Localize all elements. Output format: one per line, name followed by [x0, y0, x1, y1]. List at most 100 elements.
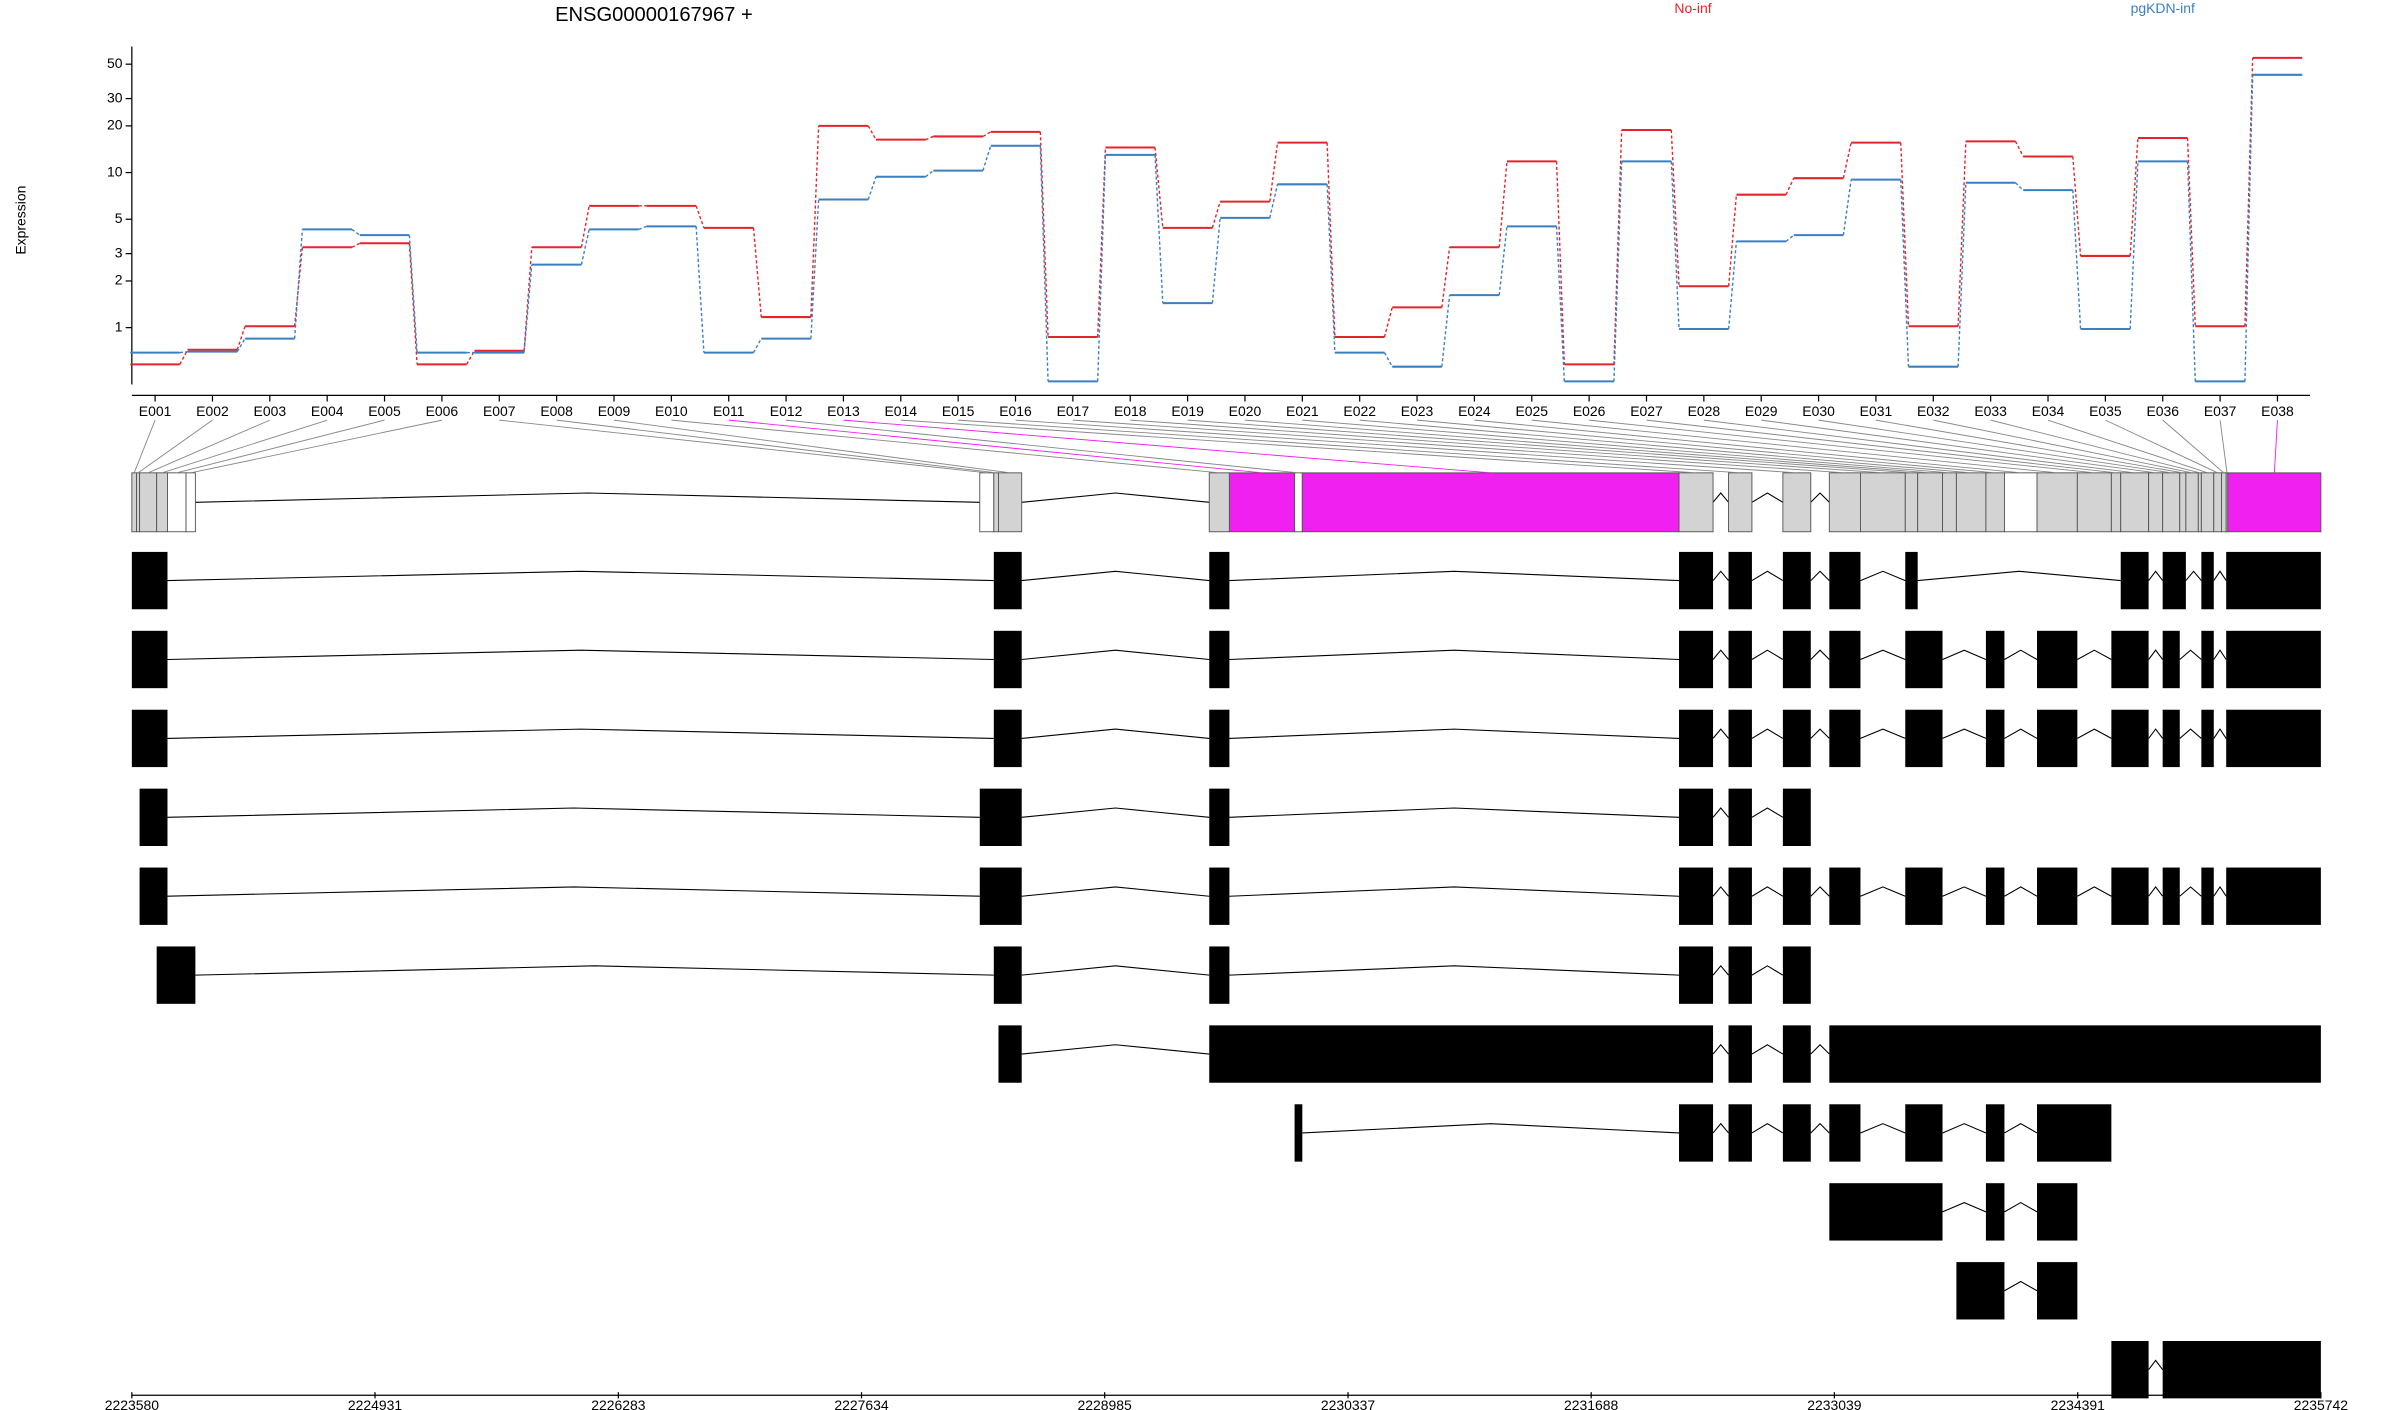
intron [195, 492, 980, 503]
step-connector [2014, 141, 2024, 157]
step-connector [1842, 179, 1852, 236]
intron [1810, 492, 1830, 503]
x-tick-label: E036 [2146, 403, 2179, 419]
exon-link [147, 419, 271, 474]
step-connector [1211, 201, 1221, 229]
transcript-exon [1294, 1104, 1303, 1162]
step-connector [1785, 234, 1795, 242]
transcript-exon [1679, 867, 1714, 925]
exon [2162, 472, 2181, 533]
step-connector [580, 229, 590, 265]
transcript-exon [1782, 1104, 1811, 1162]
transcript-exon [131, 709, 168, 768]
y-tick-label: 10 [107, 163, 123, 179]
step-connector [925, 135, 934, 141]
x-tick-label: E026 [1573, 403, 1606, 419]
transcript-exon [1782, 788, 1811, 846]
step-connector [293, 229, 304, 339]
step-connector [1211, 217, 1221, 304]
exon-link [137, 419, 213, 474]
transcript-exon [1209, 946, 1230, 1004]
step-connector [810, 125, 820, 318]
x-tick-label: E038 [2261, 403, 2294, 419]
transcript-intron [2148, 728, 2164, 739]
step-connector [2014, 182, 2024, 191]
transcript-intron [2004, 1280, 2038, 1292]
step-connector [408, 235, 418, 353]
transcript-intron [2148, 570, 2164, 581]
x-tick-label: E010 [655, 403, 688, 419]
exon-link [1703, 419, 2135, 474]
step-connector [2129, 161, 2139, 330]
exon [2185, 472, 2199, 533]
exon [1678, 472, 1714, 533]
step-connector [1957, 141, 1967, 327]
x-tick-label: E016 [999, 403, 1032, 419]
transcript-exon [2201, 709, 2214, 768]
transcript-exon [139, 867, 168, 925]
step-connector [1900, 142, 1910, 327]
step-connector [2186, 138, 2196, 327]
exon-link [2162, 419, 2225, 474]
exon-link [2105, 419, 2218, 474]
transcript-exon [1209, 1025, 1714, 1083]
exon-link [1302, 419, 1950, 474]
transcript-exon [1829, 630, 1861, 689]
step-connector [867, 176, 877, 200]
transcript-intron [1712, 649, 1729, 660]
transcript-intron [1021, 649, 1210, 661]
transcript-exon [1679, 1104, 1714, 1162]
x-tick-label: E029 [1745, 403, 1778, 419]
transcript-intron [1021, 965, 1210, 976]
transcript-exon [1985, 867, 2005, 925]
step-connector [1326, 142, 1336, 338]
exon-link [1187, 419, 1912, 474]
transcript-intron [1302, 1123, 1680, 1134]
transcript-intron [1860, 570, 1906, 582]
transcript-intron [1810, 1043, 1830, 1055]
exon-link [1359, 419, 1972, 474]
x-tick-label: E015 [942, 403, 975, 419]
step-connector [1441, 295, 1451, 367]
transcript-intron [1712, 1122, 1729, 1134]
step-connector [1957, 182, 1967, 367]
exon-link [958, 419, 1741, 474]
x-tick-label: E020 [1229, 403, 1262, 419]
transcript-exon [2037, 630, 2078, 689]
transcript-intron [1021, 886, 1210, 897]
exon-link [1761, 419, 2156, 474]
step-connector [1269, 142, 1279, 202]
x-tick-label: E007 [483, 403, 516, 419]
step-connector [1727, 194, 1738, 287]
exon [1228, 472, 1296, 533]
step-connector [1785, 177, 1795, 195]
transcript-intron [1021, 570, 1210, 582]
transcript-intron [1942, 649, 1987, 660]
transcript-exon [1209, 551, 1230, 610]
transcript-intron [2179, 728, 2202, 739]
transcript-exon [1829, 551, 1861, 610]
transcript-intron [1229, 570, 1680, 582]
transcript-intron [1860, 649, 1906, 660]
exon [2003, 472, 2038, 533]
exon [1301, 472, 1680, 533]
step-connector [351, 242, 361, 248]
exon-link [671, 419, 1220, 474]
transcript-intron [1751, 728, 1784, 739]
x-tick-label: E009 [598, 403, 631, 419]
step-connector [695, 205, 705, 229]
step-connector [1441, 247, 1451, 308]
step-connector [2072, 156, 2082, 256]
transcript-intron [1810, 570, 1830, 581]
transcript-intron [1229, 886, 1680, 897]
transcript-exon [979, 788, 1022, 846]
transcript-exon [1905, 551, 1918, 610]
step-connector [1727, 241, 1738, 330]
x-tick-label: E004 [311, 403, 344, 419]
transcript-intron [1810, 649, 1830, 660]
transcript-intron [2077, 886, 2112, 897]
step-connector [1498, 161, 1508, 248]
exon-link [1474, 419, 2021, 474]
y-tick-label: 3 [115, 244, 123, 260]
x-tick-label: E012 [770, 403, 803, 419]
